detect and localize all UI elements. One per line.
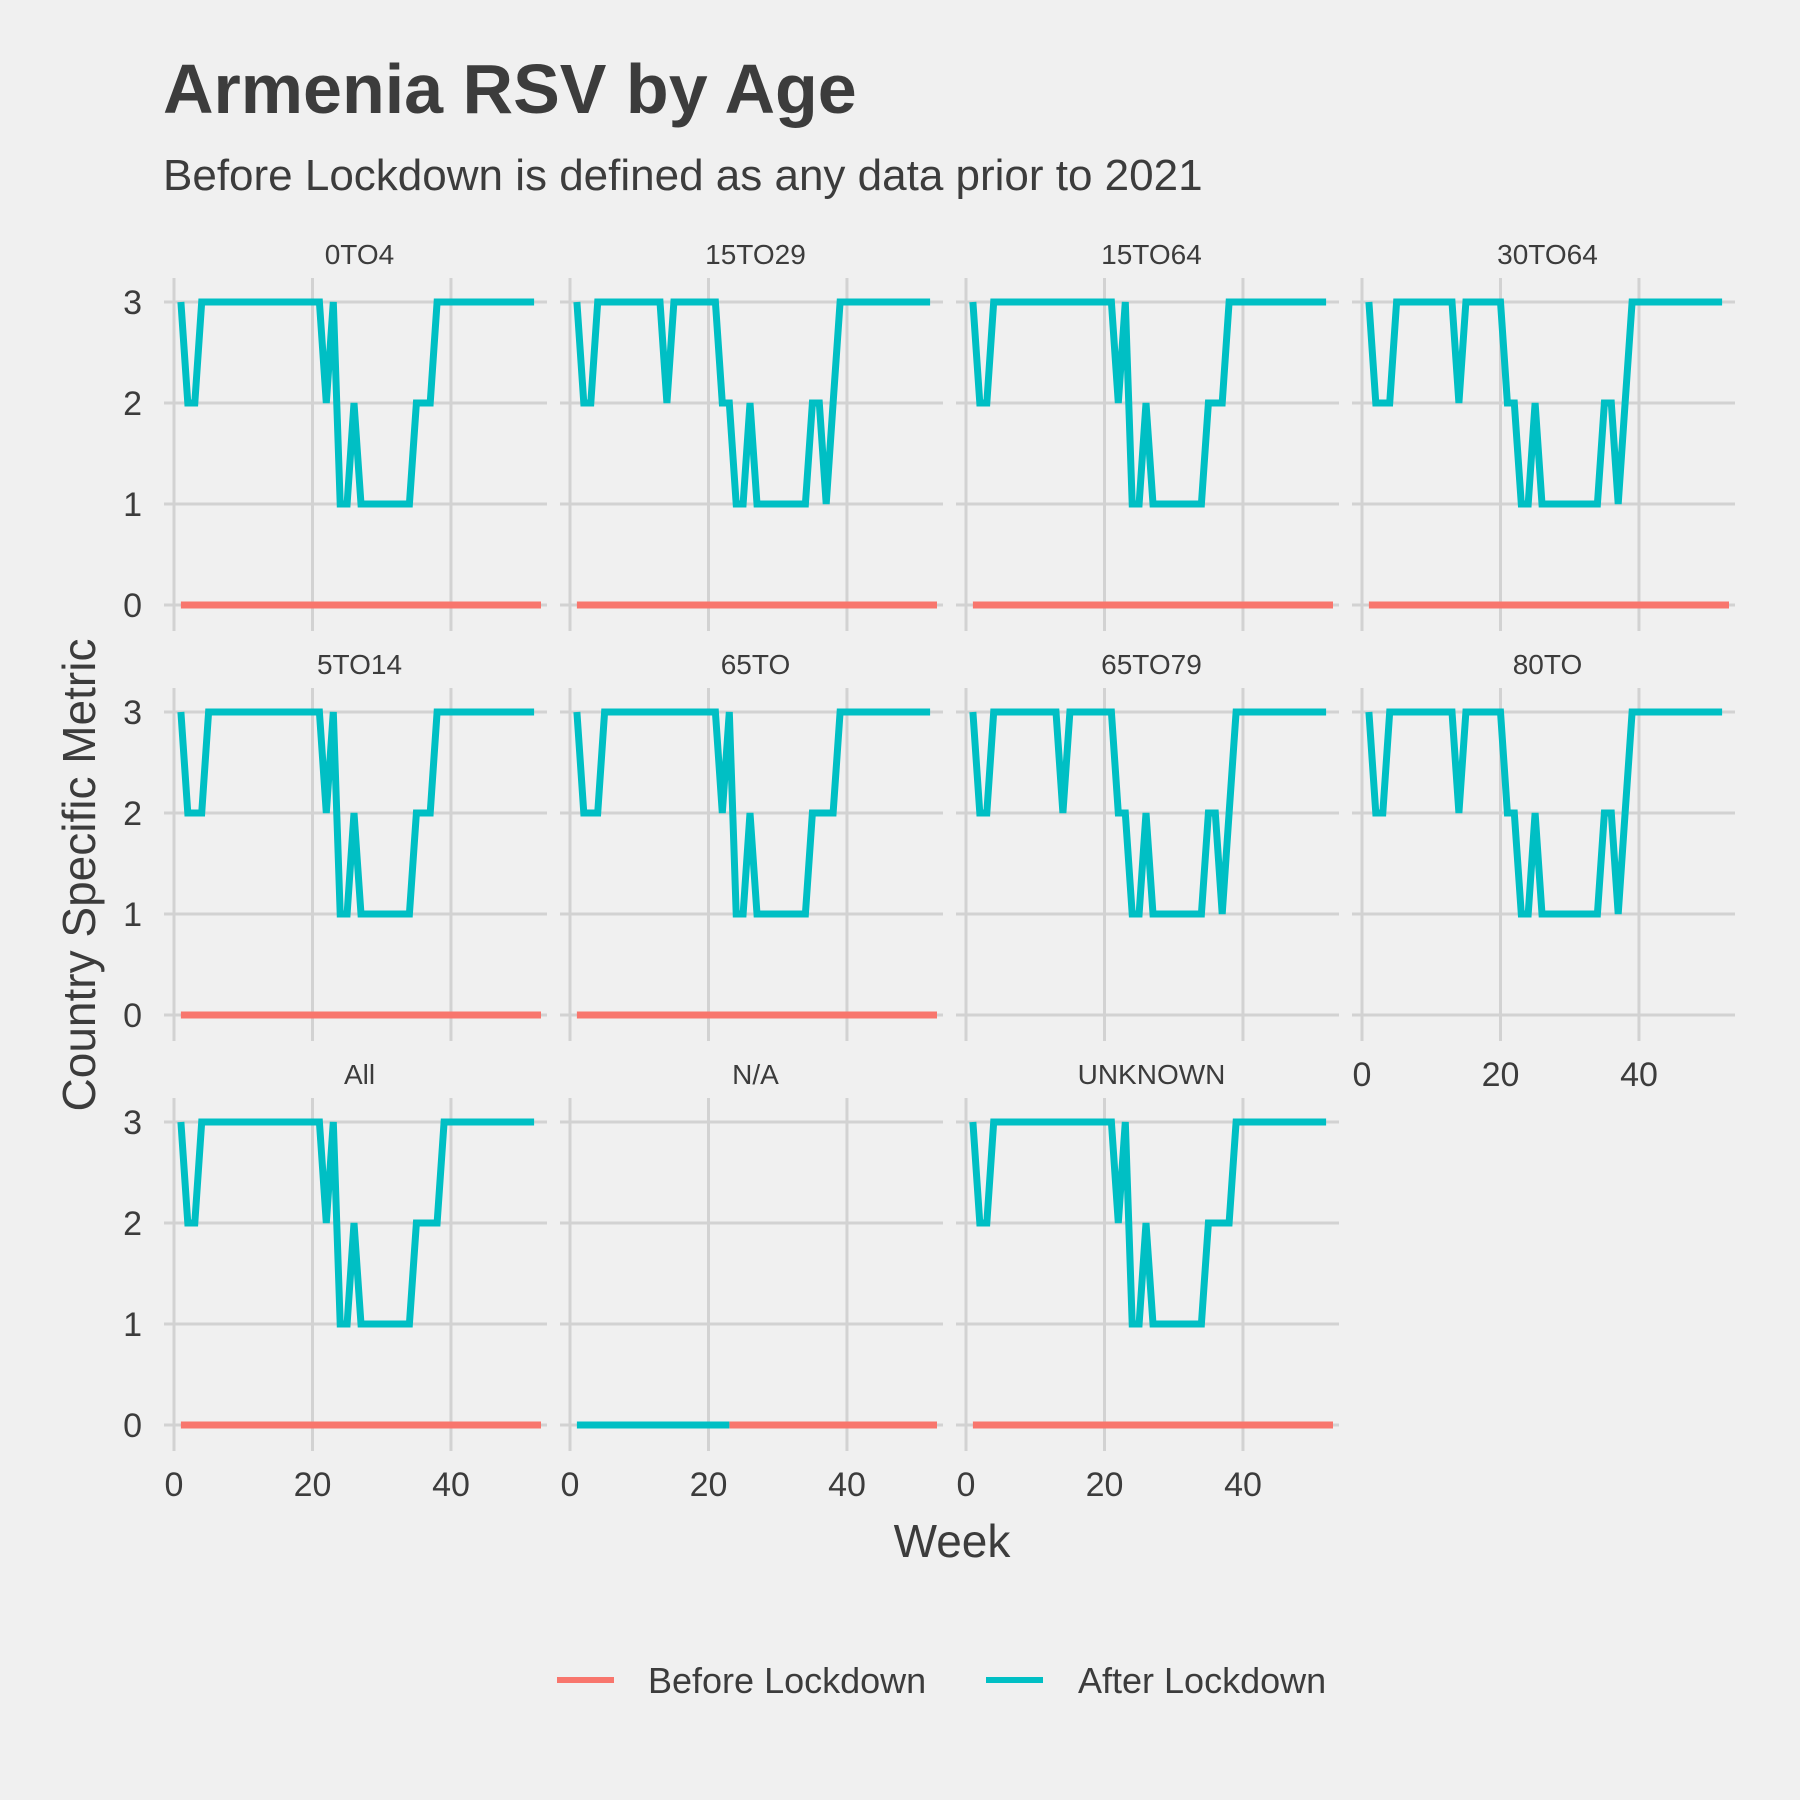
x-tick-label: 40 xyxy=(1620,1056,1658,1094)
facet-strip-label: 65TO79 xyxy=(1101,649,1202,680)
y-tick-label: 2 xyxy=(123,1205,142,1243)
facet-panel-65to: 65TO xyxy=(560,649,943,1041)
y-tick-label: 3 xyxy=(123,1104,142,1142)
series-line-after-lockdown xyxy=(1365,298,1723,508)
series-line-after-lockdown xyxy=(177,298,535,508)
x-tick-label: 20 xyxy=(294,1466,332,1504)
x-tick-label: 40 xyxy=(828,1466,866,1504)
x-tick-label: 20 xyxy=(1482,1056,1520,1094)
series-line-after-lockdown xyxy=(1365,708,1723,918)
y-tick-label: 0 xyxy=(123,587,142,625)
facet-panels: 0TO4 0 1 2 3 15TO29 15TO64 30TO64 5TO14 0 1 2 3 65TO 6… xyxy=(123,239,1735,1504)
facet-strip-label: 0TO4 xyxy=(325,239,395,270)
x-tick-label: 0 xyxy=(1353,1056,1372,1094)
x-tick-label: 40 xyxy=(432,1466,470,1504)
facet-strip-label: 65TO xyxy=(721,649,791,680)
chart-title: Armenia RSV by Age xyxy=(163,50,857,128)
y-tick-label: 2 xyxy=(123,795,142,833)
facet-strip-label: UNKNOWN xyxy=(1078,1059,1226,1090)
x-tick-label: 0 xyxy=(957,1466,976,1504)
facet-panel-30to64: 30TO64 xyxy=(1352,239,1735,631)
series-line-after-lockdown xyxy=(969,708,1327,918)
facet-panel-unknown: UNKNOWN 0 20 40 xyxy=(956,1059,1339,1504)
x-tick-label: 40 xyxy=(1224,1466,1262,1504)
facet-panel-65to79: 65TO79 xyxy=(956,649,1339,1041)
y-tick-label: 1 xyxy=(123,896,142,934)
legend-label-after-lockdown: After Lockdown xyxy=(1078,1660,1326,1701)
series-line-after-lockdown xyxy=(177,708,535,918)
y-tick-label: 1 xyxy=(123,486,142,524)
x-tick-label: 20 xyxy=(1086,1466,1124,1504)
series-line-after-lockdown xyxy=(573,298,931,508)
facet-panel-all: All 0 1 2 3 0 20 40 xyxy=(123,1059,547,1504)
facet-panel-n-a: N/A 0 20 40 xyxy=(560,1059,943,1504)
series-line-after-lockdown xyxy=(573,708,931,918)
legend: Before Lockdown After Lockdown xyxy=(557,1660,1326,1701)
x-tick-label: 0 xyxy=(561,1466,580,1504)
facet-strip-label: 15TO64 xyxy=(1101,239,1202,270)
facet-panel-15to29: 15TO29 xyxy=(560,239,943,631)
y-tick-label: 3 xyxy=(123,694,142,732)
y-axis-label: Country Specific Metric xyxy=(53,639,105,1112)
facet-strip-label: 5TO14 xyxy=(317,649,402,680)
legend-label-before-lockdown: Before Lockdown xyxy=(648,1660,926,1701)
y-tick-label: 3 xyxy=(123,284,142,322)
facet-strip-label: 80TO xyxy=(1513,649,1583,680)
series-line-after-lockdown xyxy=(969,1118,1327,1328)
facet-panel-0to4: 0TO4 0 1 2 3 xyxy=(123,239,547,631)
facet-strip-label: All xyxy=(344,1059,375,1090)
series-line-after-lockdown xyxy=(177,1118,535,1328)
y-tick-label: 2 xyxy=(123,385,142,423)
facet-panel-80to: 80TO 0 20 40 xyxy=(1352,649,1735,1094)
facet-panel-15to64: 15TO64 xyxy=(956,239,1339,631)
facet-strip-label: 30TO64 xyxy=(1497,239,1598,270)
chart-subtitle: Before Lockdown is defined as any data p… xyxy=(163,151,1203,200)
x-tick-label: 20 xyxy=(690,1466,728,1504)
facet-strip-label: N/A xyxy=(732,1059,779,1090)
y-tick-label: 0 xyxy=(123,1407,142,1445)
facet-strip-label: 15TO29 xyxy=(705,239,806,270)
x-axis-label: Week xyxy=(894,1515,1012,1567)
facet-panel-5to14: 5TO14 0 1 2 3 xyxy=(123,649,547,1041)
y-tick-label: 0 xyxy=(123,997,142,1035)
x-tick-label: 0 xyxy=(165,1466,184,1504)
y-tick-label: 1 xyxy=(123,1306,142,1344)
series-line-after-lockdown xyxy=(969,298,1327,508)
